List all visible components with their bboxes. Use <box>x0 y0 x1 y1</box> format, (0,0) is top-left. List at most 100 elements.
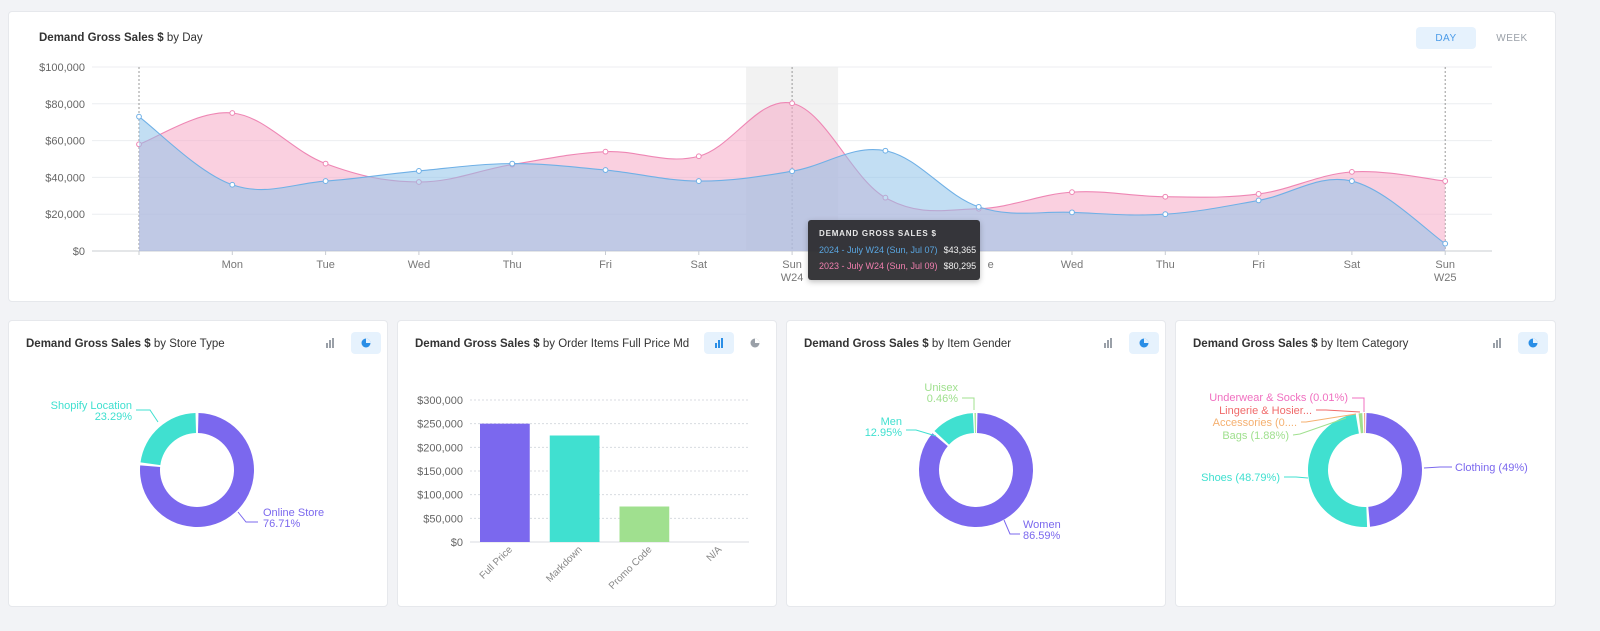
pie-label-clothing: Clothing (49%) <box>1455 462 1528 474</box>
bar-x-tick-label: N/A <box>705 544 725 564</box>
label-leader <box>1316 409 1361 413</box>
bar-y-tick-label: $300,000 <box>417 395 463 407</box>
bar-y-tick-label: $150,000 <box>417 466 463 478</box>
pie-label-men: Men <box>881 416 902 428</box>
bar-x-tick-label: Promo Code <box>607 544 655 592</box>
label-leader <box>1352 397 1365 412</box>
pie-label-unisex-pct: 0.46% <box>927 393 958 405</box>
series-point-2024 <box>1349 178 1355 184</box>
tooltip-row-2024-label: 2024 - July W24 (Sun, Jul 07) <box>819 245 938 255</box>
bar-x-tick-label: Full Price <box>478 544 516 582</box>
price-md-view-toggle <box>704 332 770 354</box>
x-week-label: W24 <box>781 272 804 284</box>
pie-label-men-pct: 12.95% <box>865 427 903 439</box>
period-toggle: DAY WEEK <box>1416 27 1542 49</box>
label-leader <box>1284 476 1309 479</box>
label-leader <box>1003 519 1020 535</box>
price-md-title: Demand Gross Sales $ by Order Items Full… <box>415 338 689 350</box>
pie-label-women-pct: 86.59% <box>1023 530 1061 542</box>
label-leader <box>136 409 159 423</box>
y-tick-label: $20,000 <box>45 209 85 221</box>
bar-chart-icon <box>326 338 334 348</box>
series-point-2024 <box>602 167 609 173</box>
gender-view-toggle <box>1093 332 1159 354</box>
bar-view-button[interactable] <box>704 332 734 354</box>
series-point-2024 <box>1442 240 1449 247</box>
gender-slice <box>974 413 976 434</box>
series-point-2024 <box>322 178 329 184</box>
price-md-title-strong: Demand Gross Sales $ <box>415 338 540 350</box>
pie-view-button[interactable] <box>351 332 381 354</box>
bar-y-tick-label: $50,000 <box>423 513 463 525</box>
series-point-2024 <box>1069 209 1075 216</box>
week-button[interactable]: WEEK <box>1496 32 1528 44</box>
gender-card: Demand Gross Sales $ by Item Gender <box>786 320 1166 607</box>
gender-title-light: by Item Gender <box>931 338 1012 350</box>
category-slice <box>1358 413 1364 434</box>
tooltip-row-2023: 2023 - July W24 (Sun, Jul 09) $80,295 <box>819 261 976 271</box>
pie-chart-icon <box>750 338 760 348</box>
label-leader <box>1292 417 1347 436</box>
pie-chart-icon <box>361 338 371 348</box>
pie-label-lingerie-hosiery: Lingerie & Hosier... <box>1219 405 1312 417</box>
category-slice <box>1363 413 1365 434</box>
store-type-slice <box>140 413 197 466</box>
series-point-2024 <box>416 168 422 174</box>
bar-y-tick-label: $0 <box>451 537 463 549</box>
bar-chart-icon <box>715 338 723 348</box>
store-type-title: Demand Gross Sales $ by Store Type <box>26 338 225 350</box>
category-card: Demand Gross Sales $ by Item Category <box>1175 320 1556 607</box>
bar-markdown <box>549 435 600 542</box>
bar-view-button[interactable] <box>1482 332 1512 354</box>
series-point-2024 <box>1162 211 1169 218</box>
label-leader <box>1301 413 1357 423</box>
pie-view-button[interactable] <box>1129 332 1159 354</box>
series-point-2024 <box>229 181 236 188</box>
bar-y-tick-label: $250,000 <box>417 419 463 431</box>
bar-view-button[interactable] <box>1093 332 1123 354</box>
category-title: Demand Gross Sales $ by Item Category <box>1193 338 1408 350</box>
bar-promo-code <box>619 506 670 542</box>
pie-label-underwear-socks: Underwear & Socks (0.01%) <box>1209 392 1348 404</box>
gender-slice <box>934 413 974 445</box>
gender-slice <box>919 413 1033 527</box>
series-point-2024 <box>136 113 142 120</box>
category-slice <box>1365 413 1422 527</box>
category-slice <box>1308 413 1368 528</box>
store-type-slice <box>140 413 254 527</box>
gender-title: Demand Gross Sales $ by Item Gender <box>804 338 1011 350</box>
pie-chart-icon <box>1528 338 1538 348</box>
x-tick-label: Sat <box>691 259 708 271</box>
day-button[interactable]: DAY <box>1416 27 1476 49</box>
category-view-toggle <box>1482 332 1548 354</box>
pie-view-button[interactable] <box>740 332 770 354</box>
series-point-2024 <box>789 168 795 175</box>
bar-y-tick-label: $100,000 <box>417 490 463 502</box>
bar-view-button[interactable] <box>315 332 345 354</box>
pie-view-button[interactable] <box>1518 332 1548 354</box>
x-tick-label: Mon <box>222 259 243 271</box>
tooltip-row-2024: 2024 - July W24 (Sun, Jul 07) $43,365 <box>819 245 976 255</box>
bar-chart-icon <box>1104 338 1112 348</box>
tooltip-title: DEMAND GROSS SALES $ <box>819 229 937 238</box>
series-point-2023 <box>322 160 329 167</box>
y-tick-label: $60,000 <box>45 136 85 148</box>
x-tick-label: Sat <box>1344 259 1361 271</box>
pie-label-unisex: Unisex <box>924 382 958 394</box>
category-title-light: by Item Category <box>1320 338 1409 350</box>
main-chart-title-light: by Day <box>166 32 203 44</box>
label-leader <box>1423 466 1452 469</box>
pie-label-shopify-location: Shopify Location <box>51 400 132 412</box>
pie-label-shoes: Shoes (48.79%) <box>1201 472 1280 484</box>
tooltip-row-2024-value: $43,365 <box>943 245 977 255</box>
tooltip-row-2023-label: 2023 - July W24 (Sun, Jul 09) <box>819 261 938 271</box>
pie-label-women: Women <box>1023 519 1061 531</box>
label-leader <box>906 429 937 437</box>
label-leader <box>237 511 258 523</box>
series-line-2024 <box>138 116 1446 245</box>
series-point-2023 <box>1349 168 1355 175</box>
series-area-2024 <box>139 116 1446 252</box>
gender-title-strong: Demand Gross Sales $ <box>804 338 929 350</box>
x-tick-label: Fri <box>599 259 612 271</box>
